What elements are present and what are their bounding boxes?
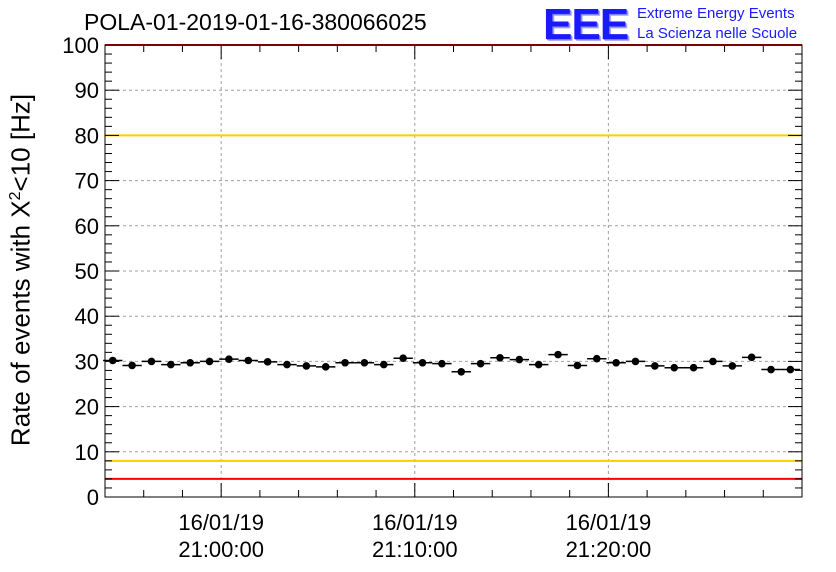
data-point <box>296 362 317 370</box>
y-tick-label: 100 <box>62 33 99 58</box>
x-tick-label-time: 21:20:00 <box>566 537 652 562</box>
data-point-marker <box>418 358 427 367</box>
data-point-marker <box>631 357 640 366</box>
y-tick-label: 90 <box>75 78 99 103</box>
logo-line-1: Extreme Energy Events <box>637 5 795 22</box>
y-tick-label: 70 <box>75 169 99 194</box>
data-point-marker <box>302 362 311 370</box>
data-point-marker <box>108 356 117 365</box>
data-point <box>238 356 258 365</box>
data-point-marker <box>651 362 659 370</box>
data-point-marker <box>612 358 620 367</box>
data-point <box>529 360 549 369</box>
data-point-marker <box>205 357 214 366</box>
data-point <box>103 356 123 365</box>
data-point-marker <box>786 365 795 374</box>
data-point <box>683 363 704 372</box>
data-point-marker <box>128 361 136 370</box>
data-point <box>470 359 491 368</box>
data-point-marker <box>689 363 698 372</box>
data-point <box>741 353 762 362</box>
data-point <box>664 363 684 372</box>
data-point-marker <box>457 367 466 376</box>
y-tick-label: 30 <box>75 349 99 374</box>
logo-line-2: La Scienza nelle Scuole <box>637 25 798 42</box>
data-point <box>451 367 471 376</box>
data-point-marker <box>728 362 737 370</box>
x-tick-label-date: 16/01/19 <box>566 510 652 535</box>
y-tick-label: 40 <box>75 304 99 329</box>
data-point-marker <box>554 350 562 359</box>
data-point-marker <box>186 358 194 367</box>
data-point <box>393 354 413 363</box>
data-point <box>122 361 142 370</box>
data-point-marker <box>496 353 504 362</box>
data-point-marker <box>515 355 524 364</box>
y-tick-label: 80 <box>75 123 99 148</box>
data-point-marker <box>341 358 349 367</box>
data-point-marker <box>476 359 485 368</box>
data-point-marker <box>360 358 369 367</box>
data-point <box>509 355 530 364</box>
data-point <box>141 357 162 366</box>
data-point-marker <box>147 357 156 366</box>
data-point-marker <box>244 356 253 365</box>
chart-title: POLA-01-2019-01-16-380066025 <box>84 9 427 35</box>
data-point <box>625 357 646 366</box>
y-tick-label: 0 <box>87 485 99 510</box>
data-point <box>412 358 433 367</box>
eee-logo: EEE <box>543 0 629 49</box>
data-point-marker <box>767 365 775 374</box>
data-point-marker <box>399 354 407 363</box>
data-point-marker <box>321 363 330 371</box>
data-point <box>587 354 607 363</box>
data-point <box>161 360 181 369</box>
data-point-marker <box>747 353 756 362</box>
data-point <box>316 363 336 371</box>
y-tick-label: 20 <box>75 395 99 420</box>
x-tick-label-time: 21:10:00 <box>372 537 458 562</box>
data-point-marker <box>670 363 679 372</box>
data-point <box>548 350 568 359</box>
data-point-marker <box>167 360 175 369</box>
data-point <box>199 357 220 366</box>
y-tick-label: 50 <box>75 259 99 284</box>
data-point <box>354 358 375 367</box>
data-point-marker <box>283 360 291 369</box>
data-point <box>277 360 297 369</box>
data-point <box>219 355 239 363</box>
x-tick-label-date: 16/01/19 <box>372 510 458 535</box>
data-point <box>374 360 394 369</box>
data-point <box>490 353 510 362</box>
data-point <box>257 358 278 366</box>
data-point <box>567 361 588 370</box>
data-point <box>780 365 801 374</box>
data-point <box>722 362 742 370</box>
data-point-marker <box>263 358 272 366</box>
data-point-marker <box>380 360 388 369</box>
data-point <box>335 358 355 367</box>
y-tick-label: 60 <box>75 214 99 239</box>
data-point-marker <box>709 357 717 366</box>
data-point-marker <box>534 360 543 369</box>
data-point <box>645 362 665 370</box>
y-tick-label: 10 <box>75 440 99 465</box>
data-point-marker <box>573 361 582 370</box>
data-point-marker <box>438 359 446 368</box>
data-point <box>432 359 452 368</box>
data-point-marker <box>225 355 233 363</box>
x-tick-label-date: 16/01/19 <box>178 510 264 535</box>
data-point <box>761 365 781 374</box>
data-point-marker <box>592 354 601 363</box>
x-tick-label-time: 21:00:00 <box>178 537 264 562</box>
data-point <box>180 358 200 367</box>
data-point <box>703 357 723 366</box>
data-point <box>606 358 626 367</box>
